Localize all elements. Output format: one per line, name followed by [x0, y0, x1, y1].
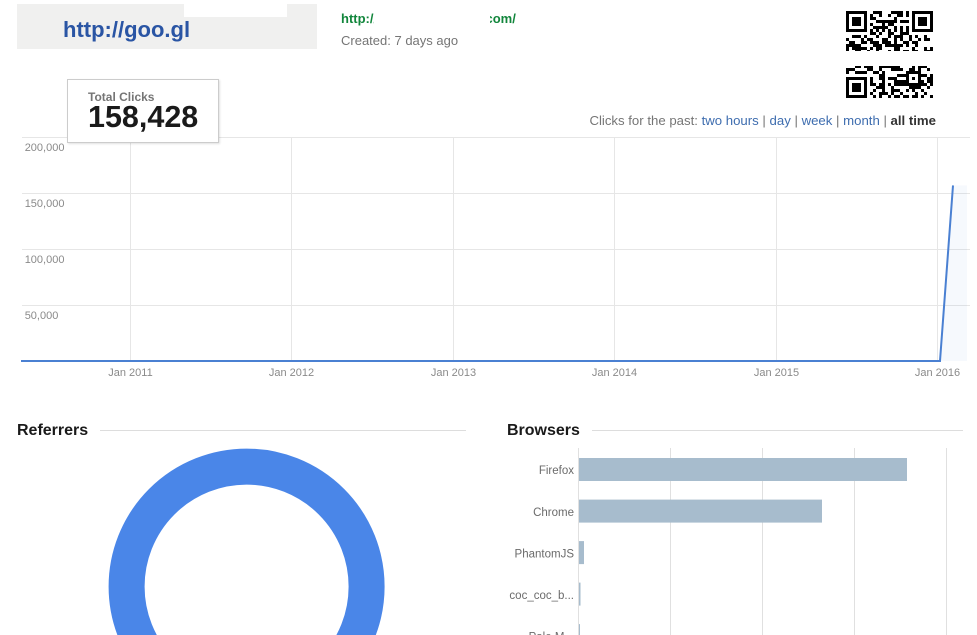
svg-text:Pale M...: Pale M... [529, 631, 574, 635]
svg-text:coc_coc_b...: coc_coc_b... [509, 590, 574, 602]
svg-text:Jan 2011: Jan 2011 [108, 367, 152, 379]
svg-text:Jan 2013: Jan 2013 [431, 367, 476, 379]
svg-text:Jan 2016: Jan 2016 [915, 367, 960, 379]
svg-text:Jan 2012: Jan 2012 [269, 367, 314, 379]
svg-text:Jan 2014: Jan 2014 [592, 367, 637, 379]
svg-text:50,000: 50,000 [25, 310, 59, 322]
svg-text:200,000: 200,000 [25, 142, 65, 154]
svg-text:Jan 2015: Jan 2015 [754, 367, 799, 379]
svg-text:100,000: 100,000 [25, 254, 65, 266]
svg-text:Chrome: Chrome [533, 507, 574, 519]
svg-text:150,000: 150,000 [25, 198, 65, 210]
svg-text:Firefox: Firefox [539, 465, 574, 477]
svg-text:PhantomJS: PhantomJS [515, 548, 575, 560]
